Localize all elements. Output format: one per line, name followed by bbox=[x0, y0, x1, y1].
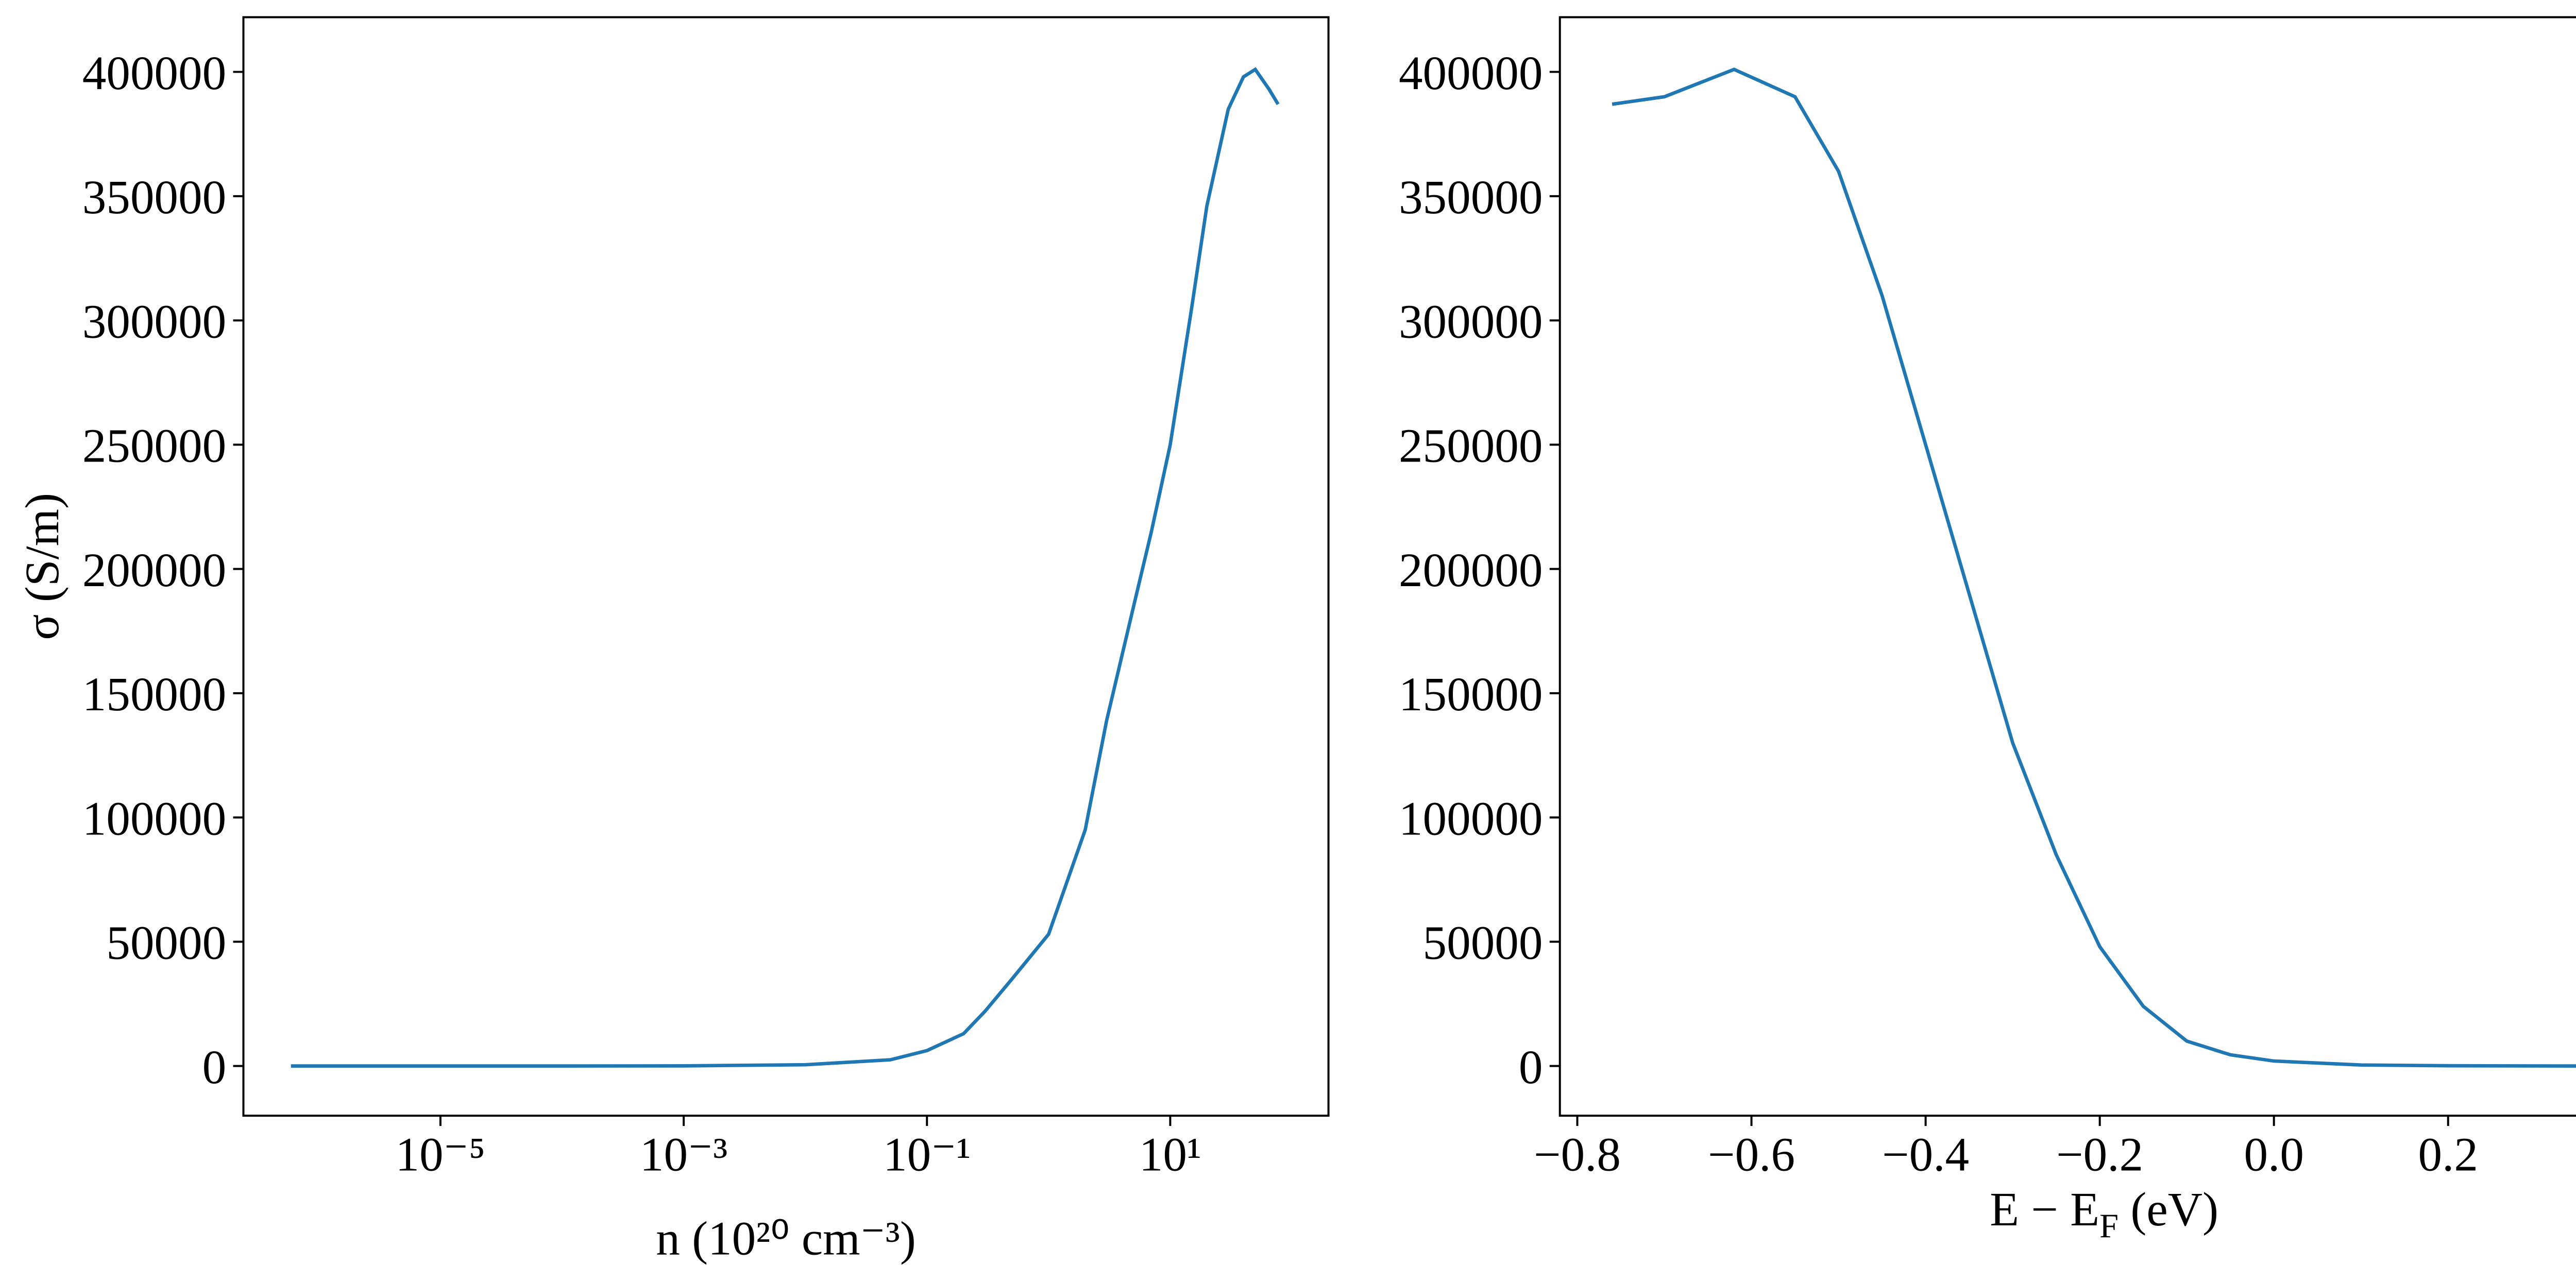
x-tick-label: 10⁻³ bbox=[640, 1129, 727, 1182]
y-tick-label: 300000 bbox=[1399, 295, 1543, 348]
x-axis-label: E − EF (eV) bbox=[1990, 1183, 2218, 1245]
y-tick-label: 400000 bbox=[1399, 47, 1543, 100]
x-tick-label: −0.8 bbox=[1534, 1129, 1621, 1182]
y-tick-label: 150000 bbox=[82, 668, 226, 721]
x-tick-label: 0.2 bbox=[2418, 1129, 2478, 1182]
x-axis-label-part: (eV) bbox=[2119, 1183, 2218, 1236]
x-tick-label: 0.0 bbox=[2244, 1129, 2303, 1182]
x-tick-label: −0.6 bbox=[1708, 1129, 1795, 1182]
y-tick-label: 0 bbox=[1519, 1041, 1543, 1094]
y-tick-label: 350000 bbox=[1399, 171, 1543, 224]
y-tick-label: 200000 bbox=[82, 544, 226, 597]
y-tick-label: 150000 bbox=[1399, 668, 1543, 721]
y-tick-label: 100000 bbox=[1399, 792, 1543, 845]
x-tick-label: 10⁻¹ bbox=[883, 1129, 971, 1182]
y-tick-label: 200000 bbox=[1399, 544, 1543, 597]
line bbox=[1612, 67, 2576, 1068]
x-axis-label-part: E − E bbox=[1990, 1183, 2099, 1236]
y-tick-label: 50000 bbox=[1423, 917, 1543, 970]
y-tick-label: 250000 bbox=[82, 420, 226, 473]
x-axis-label-part: F bbox=[2099, 1207, 2119, 1245]
plot-frame bbox=[242, 16, 1330, 1117]
x-tick-label: −0.4 bbox=[1882, 1129, 1969, 1182]
x-axis-label: n (10²⁰ cm⁻³) bbox=[656, 1212, 916, 1266]
plot-frame bbox=[1558, 16, 2576, 1117]
y-tick-label: 300000 bbox=[82, 295, 226, 348]
x-tick-label: −0.2 bbox=[2056, 1129, 2143, 1182]
y-axis-label: σ (S/m) bbox=[16, 493, 69, 640]
line bbox=[291, 67, 1280, 1068]
x-tick-label: 10⁻⁵ bbox=[395, 1129, 485, 1182]
x-tick-label: 10¹ bbox=[1139, 1129, 1201, 1182]
y-tick-label: 50000 bbox=[106, 917, 226, 970]
y-tick-label: 350000 bbox=[82, 171, 226, 224]
y-tick-label: 250000 bbox=[1399, 420, 1543, 473]
y-tick-label: 100000 bbox=[82, 792, 226, 845]
y-tick-label: 400000 bbox=[82, 47, 226, 100]
y-tick-label: 0 bbox=[202, 1041, 227, 1094]
